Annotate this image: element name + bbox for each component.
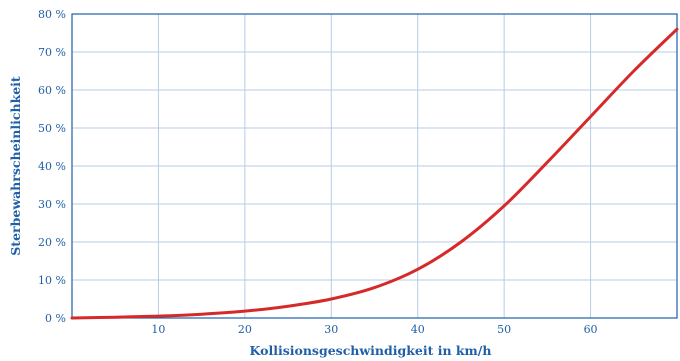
series-line: [70, 27, 679, 320]
y-tick-label: 20 %: [38, 236, 66, 249]
x-tick-label: 40: [411, 323, 425, 336]
x-tick-labels: 10 20 30 40 50 60: [151, 323, 597, 336]
y-tick-label: 80 %: [38, 8, 66, 21]
y-axis-title: Sterbewahrscheinlichkeit: [8, 76, 23, 256]
x-tick-label: 20: [238, 323, 252, 336]
y-tick-labels: 0 % 10 % 20 % 30 % 40 % 50 % 60 % 70 % 80 %: [38, 8, 66, 325]
x-tick-label: 30: [324, 323, 338, 336]
y-tick-label: 60 %: [38, 84, 66, 97]
y-tick-label: 70 %: [38, 46, 66, 59]
x-tick-label: 10: [151, 323, 165, 336]
y-tick-label: 10 %: [38, 274, 66, 287]
grid-lines: [72, 14, 677, 318]
x-axis-title: Kollisionsgeschwindigkeit in km/h: [250, 343, 492, 358]
x-tick-label: 50: [497, 323, 511, 336]
series-layer: [70, 27, 679, 320]
plot-frame: [71, 13, 678, 319]
x-tick-label: 60: [584, 323, 598, 336]
y-tick-label: 0 %: [45, 312, 66, 325]
y-tick-label: 50 %: [38, 122, 66, 135]
y-tick-label: 40 %: [38, 160, 66, 173]
y-tick-label: 30 %: [38, 198, 66, 211]
